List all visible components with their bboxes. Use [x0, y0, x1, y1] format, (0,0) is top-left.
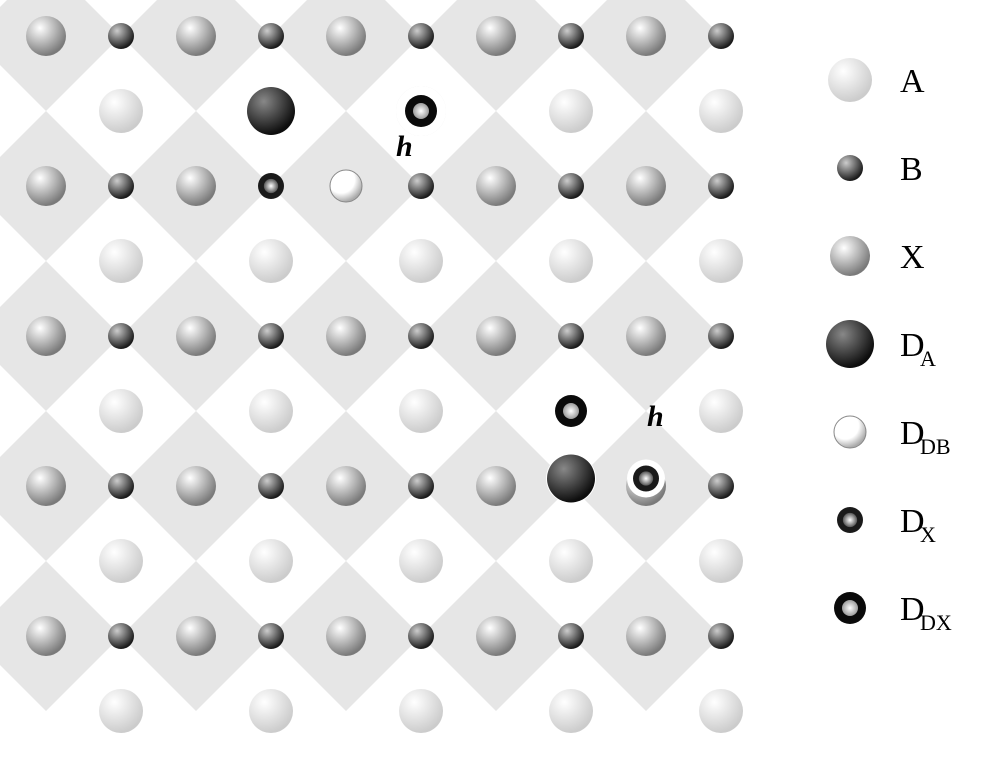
legend-item-A: A — [828, 58, 925, 102]
legend-sub: DX — [920, 610, 952, 635]
figure-wrapper: hhABXDADDBDXDDX — [0, 0, 1000, 778]
legend-item-D_DX: DDX — [834, 591, 952, 635]
legend-item-B: B — [837, 151, 923, 188]
legend-item-X: X — [830, 236, 925, 276]
legend: ABXDADDBDXDDX — [826, 58, 952, 635]
lattice-figure: hhABXDADDBDXDDX — [0, 0, 1000, 778]
legend-sub: DB — [920, 434, 951, 459]
legend-item-D_DB: DDB — [834, 415, 951, 459]
legend-item-D_X: DX — [837, 503, 936, 547]
h-label: h — [647, 400, 664, 433]
legend-sub: X — [920, 522, 936, 547]
legend-item-D_A: DA — [826, 320, 936, 371]
legend-label: A — [900, 63, 925, 100]
legend-sub: A — [920, 346, 936, 371]
legend-label: B — [900, 151, 923, 188]
h-label: h — [396, 130, 413, 163]
legend-label: X — [900, 239, 925, 276]
